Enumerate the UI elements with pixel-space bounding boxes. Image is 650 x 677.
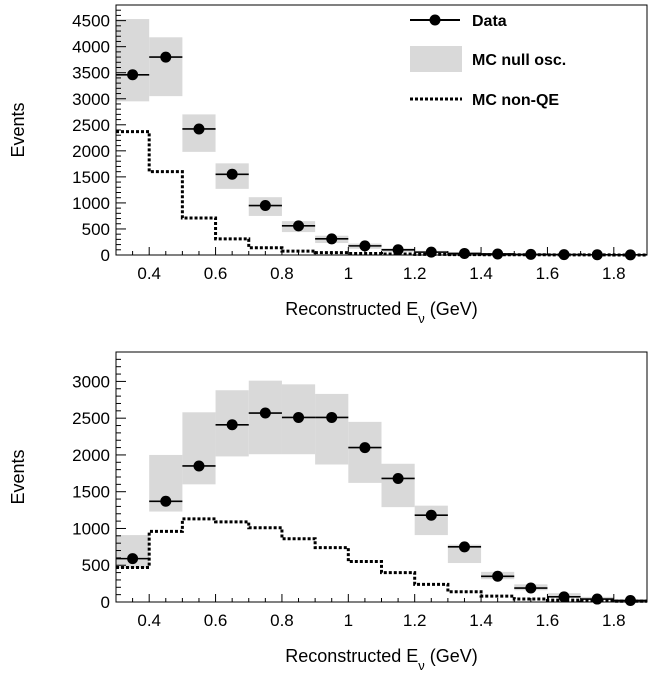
bottom-x-tick-label: 0.4 [137, 611, 161, 630]
legend-data-label: Data [472, 13, 507, 30]
top-x-tick-label: 1.8 [602, 264, 626, 283]
top-data-point [259, 200, 271, 212]
bottom-data-point [525, 582, 537, 594]
top-x-tick-label: 1 [344, 264, 353, 283]
bottom-data-point [193, 460, 205, 472]
legend-nonqe-label: MC non-QE [472, 92, 559, 109]
top-y-tick-label: 500 [82, 220, 110, 239]
bottom-x-tick-label: 1.2 [403, 611, 427, 630]
top-y-tick-label: 3000 [72, 90, 110, 109]
top-x-tick-label: 1.6 [536, 264, 560, 283]
bottom-data-point [160, 495, 172, 507]
bottom-data-point [425, 509, 437, 521]
bottom-band-bin [182, 412, 216, 485]
bottom-y-axis: 0 500 1000 1500 2000 2500 3000 [72, 351, 126, 612]
top-data-point [392, 244, 404, 256]
bottom-data-point [458, 541, 470, 553]
top-x-axis: 0.4 0.6 0.8 1 1.2 1.4 1.6 1.8 [115, 247, 648, 283]
bottom-histogram-panel: 0.4 0.6 0.8 1 1.2 1.4 1.6 1.8 0 500 1000 1500 2000 2… [8, 351, 648, 673]
top-y-tick-label: 2500 [72, 116, 110, 135]
bottom-mc-null-osc-band [116, 380, 647, 602]
bottom-x-tick-label: 1.6 [536, 611, 560, 630]
bottom-mc-non-qe-line [116, 517, 647, 603]
bottom-x-tick-label: 0.6 [204, 611, 228, 630]
top-y-tick-label: 2000 [72, 142, 110, 161]
bottom-y-tick-label: 1500 [72, 483, 110, 502]
top-data-point [359, 240, 371, 252]
bottom-data-point [492, 570, 504, 582]
top-y-tick-label: 1000 [72, 194, 110, 213]
top-data-point [193, 123, 205, 135]
bottom-data-points [116, 407, 647, 607]
legend-band-swatch [410, 46, 462, 72]
top-data-point [127, 69, 139, 81]
top-data-point [326, 233, 338, 245]
top-x-tick-label: 1.4 [469, 264, 493, 283]
top-x-axis-title-unit: (GeV) [425, 299, 478, 319]
bottom-data-point [359, 442, 371, 454]
bottom-data-point [558, 591, 570, 603]
bottom-x-tick-label: 0.8 [270, 611, 294, 630]
bottom-band-bin [315, 393, 349, 465]
bottom-x-axis-title-sub: ν [418, 658, 425, 673]
top-data-point [293, 220, 305, 232]
top-y-tick-label: 4000 [72, 38, 110, 57]
top-band-bin [149, 37, 183, 97]
legend-band-label: MC null osc. [472, 52, 566, 69]
top-histogram-panel: 0.4 0.6 0.8 1 1.2 1.4 1.6 1.8 0 500 1000 1500 2000 2… [8, 4, 648, 326]
top-mc-null-osc-band [116, 19, 647, 255]
top-x-axis-title-main: Reconstructed E [285, 299, 418, 319]
bottom-y-tick-label: 1000 [72, 519, 110, 538]
bottom-data-point [127, 553, 139, 565]
top-data-points [116, 51, 647, 261]
top-y-axis: 0 500 1000 1500 2000 2500 3000 3500 4000 4500 [72, 4, 126, 265]
bottom-data-point [293, 411, 305, 423]
legend-data-marker [429, 14, 441, 26]
bottom-y-tick-label: 0 [101, 593, 110, 612]
bottom-y-tick-label: 3000 [72, 372, 110, 391]
bottom-y-axis-title: Events [8, 449, 28, 504]
top-x-axis-title-sub: ν [418, 311, 425, 326]
bottom-non-qe-step [116, 517, 647, 603]
bottom-x-axis-title: Reconstructed Eν (GeV) [285, 646, 478, 673]
top-x-tick-label: 0.4 [137, 264, 161, 283]
bottom-x-axis: 0.4 0.6 0.8 1 1.2 1.4 1.6 1.8 [115, 594, 648, 630]
bottom-y-tick-label: 2500 [72, 409, 110, 428]
top-y-axis-title: Events [8, 102, 28, 157]
bottom-y-tick-label: 500 [82, 556, 110, 575]
bottom-x-tick-label: 1.4 [469, 611, 493, 630]
top-band-bin [116, 19, 150, 102]
top-y-tick-label: 4500 [72, 12, 110, 31]
bottom-y-tick-label: 2000 [72, 446, 110, 465]
top-data-point [160, 51, 172, 63]
legend: Data MC null osc. MC non-QE [410, 13, 566, 109]
bottom-x-axis-title-unit: (GeV) [425, 646, 478, 666]
top-y-tick-label: 0 [101, 246, 110, 265]
bottom-x-tick-label: 1 [344, 611, 353, 630]
top-x-tick-label: 1.2 [403, 264, 427, 283]
top-data-point [226, 168, 238, 180]
bottom-x-tick-label: 1.8 [602, 611, 626, 630]
bottom-band-bin [447, 544, 482, 564]
top-x-tick-label: 0.6 [204, 264, 228, 283]
top-x-tick-label: 0.8 [270, 264, 294, 283]
bottom-x-axis-title-main: Reconstructed E [285, 646, 418, 666]
bottom-band-bin [381, 463, 415, 508]
bottom-data-point [226, 419, 238, 431]
bottom-data-point [326, 411, 338, 423]
bottom-data-point [259, 407, 271, 419]
top-y-tick-label: 3500 [72, 64, 110, 83]
top-x-axis-title: Reconstructed Eν (GeV) [285, 299, 478, 326]
top-y-tick-label: 1500 [72, 168, 110, 187]
bottom-data-point [392, 472, 404, 484]
